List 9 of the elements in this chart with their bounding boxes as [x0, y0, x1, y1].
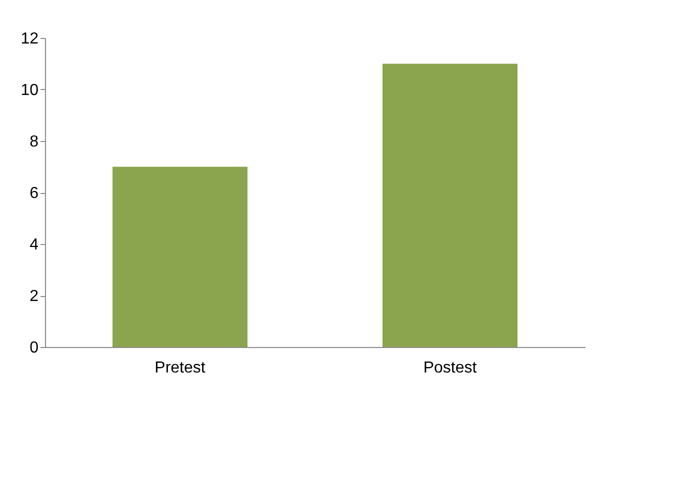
y-tick-label: 8 [30, 134, 39, 150]
y-tick-label: 0 [30, 340, 39, 356]
y-tick-label: 10 [20, 82, 39, 99]
y-tick-label: 2 [30, 288, 39, 305]
x-tick-label: Postest [423, 360, 478, 376]
y-tick-label: 12 [20, 30, 39, 48]
y-tick-label: 4 [30, 236, 39, 254]
y-tick-label: 6 [30, 185, 39, 202]
x-tick-label: Pretest [154, 360, 206, 376]
